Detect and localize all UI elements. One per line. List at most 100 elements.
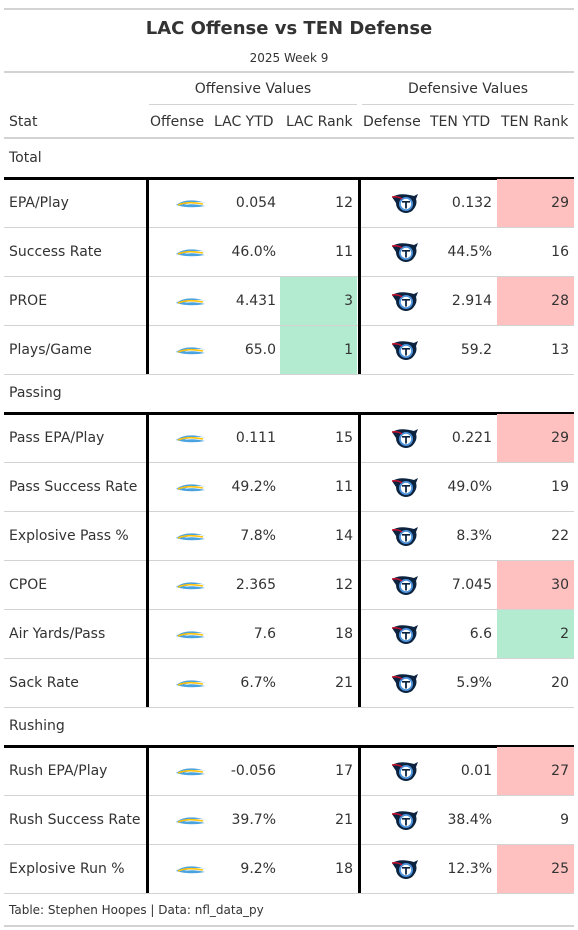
row-divider bbox=[4, 795, 574, 796]
stat-name: Success Rate bbox=[9, 244, 102, 260]
table-row: Explosive Pass % 7.8% 14 8.3% 22 bbox=[4, 512, 574, 561]
lac-rank-value: 12 bbox=[335, 195, 353, 211]
stat-name: Rush Success Rate bbox=[9, 812, 141, 828]
colhead-ten-ytd: TEN YTD bbox=[430, 114, 491, 130]
titans-logo-icon bbox=[363, 659, 447, 707]
lac-rank-value: 11 bbox=[335, 479, 353, 495]
group-top-rule bbox=[4, 745, 574, 748]
chargers-logo-icon bbox=[150, 659, 232, 707]
lac-ytd-value: 0.111 bbox=[235, 430, 276, 446]
ten-rank-value: 22 bbox=[551, 528, 569, 544]
ten-ytd-value: 0.221 bbox=[451, 430, 492, 446]
ten-ytd-value: 44.5% bbox=[447, 244, 492, 260]
table-row: CPOE 2.365 12 7.045 30 bbox=[4, 561, 574, 610]
lac-ytd-value: 65.0 bbox=[244, 342, 276, 358]
titans-logo-icon bbox=[363, 561, 447, 609]
spanner-defensive-rule bbox=[362, 104, 574, 105]
ten-rank-value: 29 bbox=[551, 195, 569, 211]
top-rule bbox=[4, 8, 574, 10]
lac-rank-value: 3 bbox=[344, 293, 353, 309]
table-row: Plays/Game 65.0 1 59.2 13 bbox=[4, 326, 574, 375]
table-row: Pass Success Rate 49.2% 11 49.0% 19 bbox=[4, 463, 574, 512]
chargers-logo-icon bbox=[150, 747, 232, 795]
titans-logo-icon bbox=[363, 228, 447, 276]
lac-ytd-value: 9.2% bbox=[240, 861, 276, 877]
ten-rank-value: 9 bbox=[560, 812, 569, 828]
lac-ytd-value: 4.431 bbox=[235, 293, 276, 309]
footnote: Table: Stephen Hoopes | Data: nfl_data_p… bbox=[9, 903, 264, 917]
lac-ytd-value: 7.8% bbox=[240, 528, 276, 544]
row-divider bbox=[4, 325, 574, 326]
lac-rank-value: 21 bbox=[335, 675, 353, 691]
ten-rank-value: 16 bbox=[551, 244, 569, 260]
ten-ytd-value: 8.3% bbox=[456, 528, 492, 544]
row-divider bbox=[4, 893, 574, 894]
group-label-rushing: Rushing bbox=[9, 718, 65, 734]
ten-rank-highlight bbox=[497, 747, 574, 795]
row-divider bbox=[4, 707, 574, 708]
lac-ytd-value: 6.7% bbox=[240, 675, 276, 691]
ten-rank-value: 13 bbox=[551, 342, 569, 358]
titans-logo-icon bbox=[363, 414, 447, 462]
header-top-rule bbox=[4, 71, 574, 73]
stat-name: Plays/Game bbox=[9, 342, 92, 358]
lac-ytd-value: 0.054 bbox=[235, 195, 276, 211]
ten-ytd-value: 12.3% bbox=[447, 861, 492, 877]
stat-name: EPA/Play bbox=[9, 195, 69, 211]
lac-rank-highlight bbox=[280, 277, 357, 325]
chargers-logo-icon bbox=[150, 179, 232, 227]
table-row: EPA/Play 0.054 12 0.132 29 bbox=[4, 179, 574, 228]
lac-rank-value: 18 bbox=[335, 861, 353, 877]
colhead-offense: Offense bbox=[150, 114, 205, 130]
row-divider bbox=[4, 227, 574, 228]
table-row: Sack Rate 6.7% 21 5.9% 20 bbox=[4, 659, 574, 708]
lac-rank-value: 21 bbox=[335, 812, 353, 828]
stat-name: Rush EPA/Play bbox=[9, 763, 108, 779]
titans-logo-icon bbox=[363, 747, 447, 795]
colhead-ten-rank: TEN Rank bbox=[501, 114, 569, 130]
table-row: Air Yards/Pass 7.6 18 6.6 2 bbox=[4, 610, 574, 659]
chargers-logo-icon bbox=[150, 796, 232, 844]
row-divider bbox=[4, 658, 574, 659]
ten-rank-highlight bbox=[497, 277, 574, 325]
lac-rank-value: 11 bbox=[335, 244, 353, 260]
lac-rank-highlight bbox=[280, 326, 357, 374]
lac-ytd-value: 2.365 bbox=[235, 577, 276, 593]
chargers-logo-icon bbox=[150, 414, 232, 462]
row-divider bbox=[4, 560, 574, 561]
table-row: Explosive Run % 9.2% 18 12.3% 25 bbox=[4, 845, 574, 894]
offense-divider bbox=[146, 745, 149, 893]
titans-logo-icon bbox=[363, 512, 447, 560]
titans-logo-icon bbox=[363, 326, 447, 374]
row-divider bbox=[4, 462, 574, 463]
chargers-logo-icon bbox=[150, 463, 232, 511]
spanner-offensive-rule bbox=[149, 104, 357, 105]
table-row: Rush EPA/Play -0.056 17 0.01 27 bbox=[4, 747, 574, 796]
row-divider bbox=[4, 374, 574, 375]
offense-divider bbox=[146, 177, 149, 374]
chargers-logo-icon bbox=[150, 512, 232, 560]
group-top-rule bbox=[4, 412, 574, 415]
chargers-logo-icon bbox=[150, 326, 232, 374]
ten-rank-value: 29 bbox=[551, 430, 569, 446]
lac-ytd-value: -0.056 bbox=[230, 763, 276, 779]
table-title: LAC Offense vs TEN Defense bbox=[145, 18, 433, 39]
titans-logo-icon bbox=[363, 796, 447, 844]
lac-ytd-value: 39.7% bbox=[231, 812, 276, 828]
group-label-passing: Passing bbox=[9, 385, 62, 401]
table-row: Success Rate 46.0% 11 44.5% 16 bbox=[4, 228, 574, 277]
ten-rank-value: 30 bbox=[551, 577, 569, 593]
ten-rank-value: 25 bbox=[551, 861, 569, 877]
ten-rank-highlight bbox=[497, 179, 574, 227]
ten-ytd-value: 0.132 bbox=[451, 195, 492, 211]
header-bottom-rule bbox=[4, 137, 574, 139]
ten-rank-highlight bbox=[497, 845, 574, 893]
titans-logo-icon bbox=[363, 277, 447, 325]
stat-name: CPOE bbox=[9, 577, 48, 593]
chargers-logo-icon bbox=[150, 228, 232, 276]
ten-rank-value: 28 bbox=[551, 293, 569, 309]
colhead-lac-rank: LAC Rank bbox=[286, 114, 353, 130]
ten-ytd-value: 7.045 bbox=[451, 577, 492, 593]
stat-name: Pass Success Rate bbox=[9, 479, 138, 495]
titans-logo-icon bbox=[363, 845, 447, 893]
